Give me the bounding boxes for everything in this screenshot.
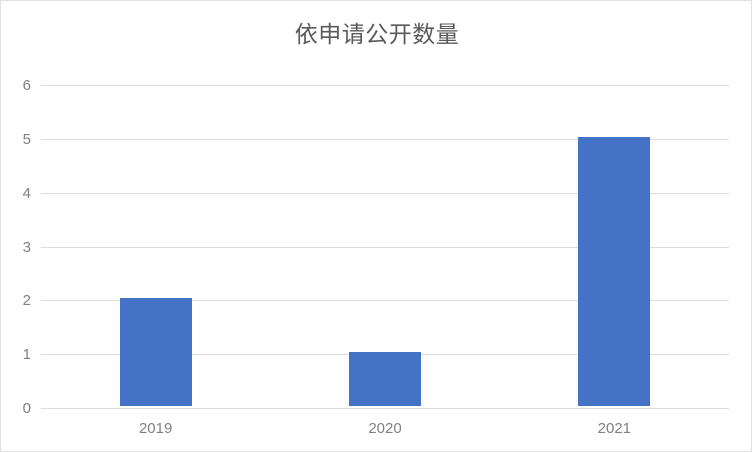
bar[interactable] [578, 136, 651, 406]
gridline [41, 192, 729, 194]
y-axis-tick-label: 5 [22, 130, 31, 148]
bar[interactable] [349, 352, 421, 406]
gridline [41, 300, 729, 302]
y-axis-tick-label: 0 [22, 400, 31, 417]
x-axis-tick-label: 2020 [368, 420, 402, 437]
gridline [41, 246, 729, 248]
x-axis-tick-label: 2021 [597, 420, 632, 437]
y-axis-tick-label: 6 [22, 77, 31, 94]
y-axis-tick-label: 4 [22, 184, 31, 202]
gridline [41, 138, 729, 140]
chart-title: 依申请公开数量 [294, 21, 460, 47]
y-axis-tick-label: 3 [22, 238, 31, 256]
x-axis-tick-label: 2019 [138, 420, 173, 437]
gridline [41, 85, 729, 86]
y-axis-tick-label: 2 [22, 292, 31, 310]
gridline [41, 408, 729, 409]
bar[interactable] [119, 298, 192, 406]
y-axis-tick-label: 1 [22, 346, 31, 364]
